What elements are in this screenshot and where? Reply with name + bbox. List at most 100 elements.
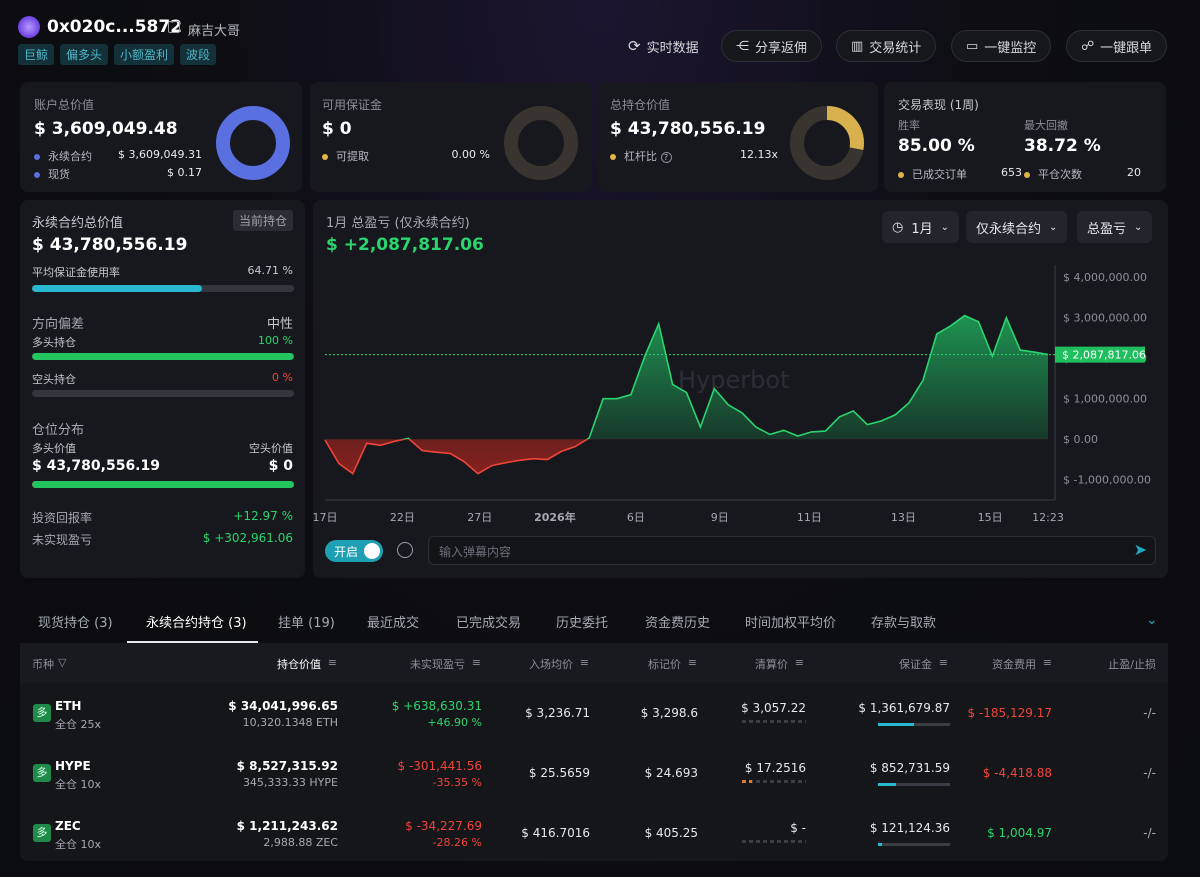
leverage-legend: 杠杆比 ? — [610, 148, 672, 164]
pnl-line-negative — [324, 439, 589, 475]
column-header-7[interactable]: 资金费用 — [992, 658, 1036, 671]
wallet-address: 0x020c...5872 — [47, 17, 183, 37]
stats-label: 交易统计 — [869, 40, 922, 56]
roi-value: +12.97 % — [233, 509, 293, 523]
metric-value: 总盈亏 — [1087, 221, 1127, 237]
sort-icon[interactable]: ≡ — [687, 656, 697, 669]
share-button[interactable]: ⋲ 分享返佣 — [721, 30, 823, 62]
tab-6[interactable]: 资金费历史 — [645, 616, 711, 631]
position-size: 2,988.88 ZEC — [263, 836, 338, 849]
dist-label: 仓位分布 — [32, 423, 85, 438]
settings-icon[interactable] — [397, 542, 413, 558]
scope-value: 仅永续合约 — [976, 221, 1042, 237]
margin-bar — [878, 783, 950, 786]
leverage-value: 12.13x — [739, 148, 778, 161]
margin-rate-value: 64.71 % — [247, 264, 293, 277]
column-header-1[interactable]: 持仓价值 — [277, 658, 321, 671]
sort-icon[interactable]: ≡ — [327, 656, 337, 669]
danmaku-placeholder: 输入弹幕内容 — [439, 545, 512, 559]
send-icon[interactable]: ➤ — [1133, 540, 1147, 559]
chevron-down-icon: ⌄ — [1134, 221, 1143, 233]
liquidation-bar — [742, 780, 806, 783]
period-select[interactable]: ◷ 1月 ⌄ — [882, 211, 960, 243]
metric-select[interactable]: 总盈亏 ⌄ — [1077, 211, 1153, 243]
filter-icon[interactable]: ▽ — [58, 656, 67, 669]
position-title: 总持仓价值 — [610, 98, 671, 112]
area-positive — [325, 315, 1048, 440]
column-header-4[interactable]: 标记价 — [648, 658, 681, 671]
drawdown-value: 38.72 % — [1024, 136, 1101, 156]
current-position-badge[interactable]: 当前持仓 — [232, 210, 293, 231]
tp-sl: -/- — [1143, 766, 1156, 780]
x-tick-label: 6日 — [627, 511, 645, 524]
short-label: 空头持仓 — [32, 373, 76, 386]
liquidation-price: $ - — [790, 821, 806, 835]
x-tick-label: 17日 — [313, 511, 338, 524]
orders-value: 653 — [1001, 166, 1022, 179]
liquidation-price: $ 17.2516 — [744, 761, 806, 775]
tp-sl: -/- — [1143, 706, 1156, 720]
danmaku-input[interactable]: 输入弹幕内容 ➤ — [428, 536, 1156, 565]
tag-list: 巨鲸 偏多头 小额盈利 波段 — [18, 44, 222, 65]
coin-name: ETH — [55, 699, 82, 713]
tab-0[interactable]: 现货持仓 (3) — [38, 616, 113, 631]
tab-4[interactable]: 已完成交易 — [456, 616, 522, 631]
tab-3[interactable]: 最近成交 — [367, 616, 420, 631]
spot-legend-value: $ 0.17 — [167, 166, 202, 179]
margin-bar-fill — [878, 843, 882, 846]
long-badge-icon: 多 — [33, 764, 51, 782]
tag: 波段 — [180, 44, 217, 65]
tab-8[interactable]: 存款与取款 — [871, 616, 937, 631]
account-card: 账户总价值 $ 3,609,049.48 永续合约 $ 3,609,049.31… — [20, 82, 302, 192]
nickname: 麻吉大哥 — [188, 24, 241, 39]
sort-icon[interactable]: ≡ — [471, 656, 481, 669]
position-value: $ 1,211,243.62 — [236, 819, 338, 833]
unrealized-pnl: $ -34,227.69 — [405, 819, 482, 833]
liquidation-bar — [742, 840, 806, 843]
column-header-2[interactable]: 未实现盈亏 — [410, 658, 465, 671]
sort-icon[interactable]: ≡ — [794, 656, 804, 669]
position-size: 10,320.1348 ETH — [242, 716, 338, 729]
drawdown-label: 最大回撤 — [1024, 119, 1068, 132]
danmaku-toggle[interactable]: 开启 — [325, 540, 383, 562]
sort-icon[interactable]: ≡ — [938, 656, 948, 669]
close-legend: 平仓次数 — [1024, 166, 1082, 182]
scope-select[interactable]: 仅永续合约 ⌄ — [966, 211, 1068, 243]
perp-value: $ 43,780,556.19 — [32, 235, 188, 255]
monitor-button[interactable]: ▭ 一键监控 — [951, 30, 1052, 62]
mark-price: $ 24.693 — [644, 766, 698, 780]
column-header-6[interactable]: 保证金 — [899, 658, 932, 671]
unrealized-pnl: $ -301,441.56 — [397, 759, 483, 773]
column-header-3[interactable]: 入场均价 — [529, 658, 573, 671]
x-tick-label: 2026年 — [534, 510, 576, 524]
x-tick-label: 22日 — [390, 511, 415, 524]
tab-1[interactable]: 永续合约持仓 (3) — [146, 616, 247, 631]
margin-bar-fill — [878, 783, 896, 786]
refresh-icon: ⟳ — [628, 37, 641, 55]
monitor-label: 一键监控 — [984, 40, 1037, 56]
tab-5[interactable]: 历史委托 — [556, 616, 609, 631]
position-value: $ 43,780,556.19 — [610, 119, 766, 139]
stats-button[interactable]: ▥ 交易统计 — [836, 30, 937, 62]
sort-icon[interactable]: ≡ — [579, 656, 589, 669]
copy-icon[interactable] — [168, 21, 180, 33]
tab-2[interactable]: 挂单 (19) — [278, 616, 335, 631]
tab-7[interactable]: 时间加权平均价 — [745, 616, 837, 631]
coin-name: ZEC — [55, 819, 81, 833]
x-tick-label: 27日 — [467, 511, 492, 524]
follow-button[interactable]: ☍ 一键跟单 — [1066, 30, 1168, 62]
margin-mode: 全仓 25x — [55, 718, 102, 731]
margin-title: 可用保证金 — [322, 98, 383, 112]
avatar — [18, 16, 40, 38]
liquidation-bar — [742, 720, 806, 723]
pnl-chart[interactable]: Hyperbot $ 4,000,000.00 $ 3,000,000.00 $ 2… — [313, 255, 1168, 530]
column-header-5[interactable]: 清算价 — [755, 658, 788, 671]
share-label: 分享返佣 — [755, 40, 808, 56]
realtime-button[interactable]: ⟳ 实时数据 — [614, 30, 713, 62]
column-header-0[interactable]: 币种 — [32, 658, 54, 671]
x-tick-label: 9日 — [711, 511, 729, 524]
sort-icon[interactable]: ≡ — [1042, 656, 1052, 669]
margin-value: $ 0 — [322, 119, 352, 139]
chevron-down-icon[interactable]: ⌄ — [1146, 612, 1158, 628]
column-header-8[interactable]: 止盈/止损 — [1108, 658, 1156, 671]
